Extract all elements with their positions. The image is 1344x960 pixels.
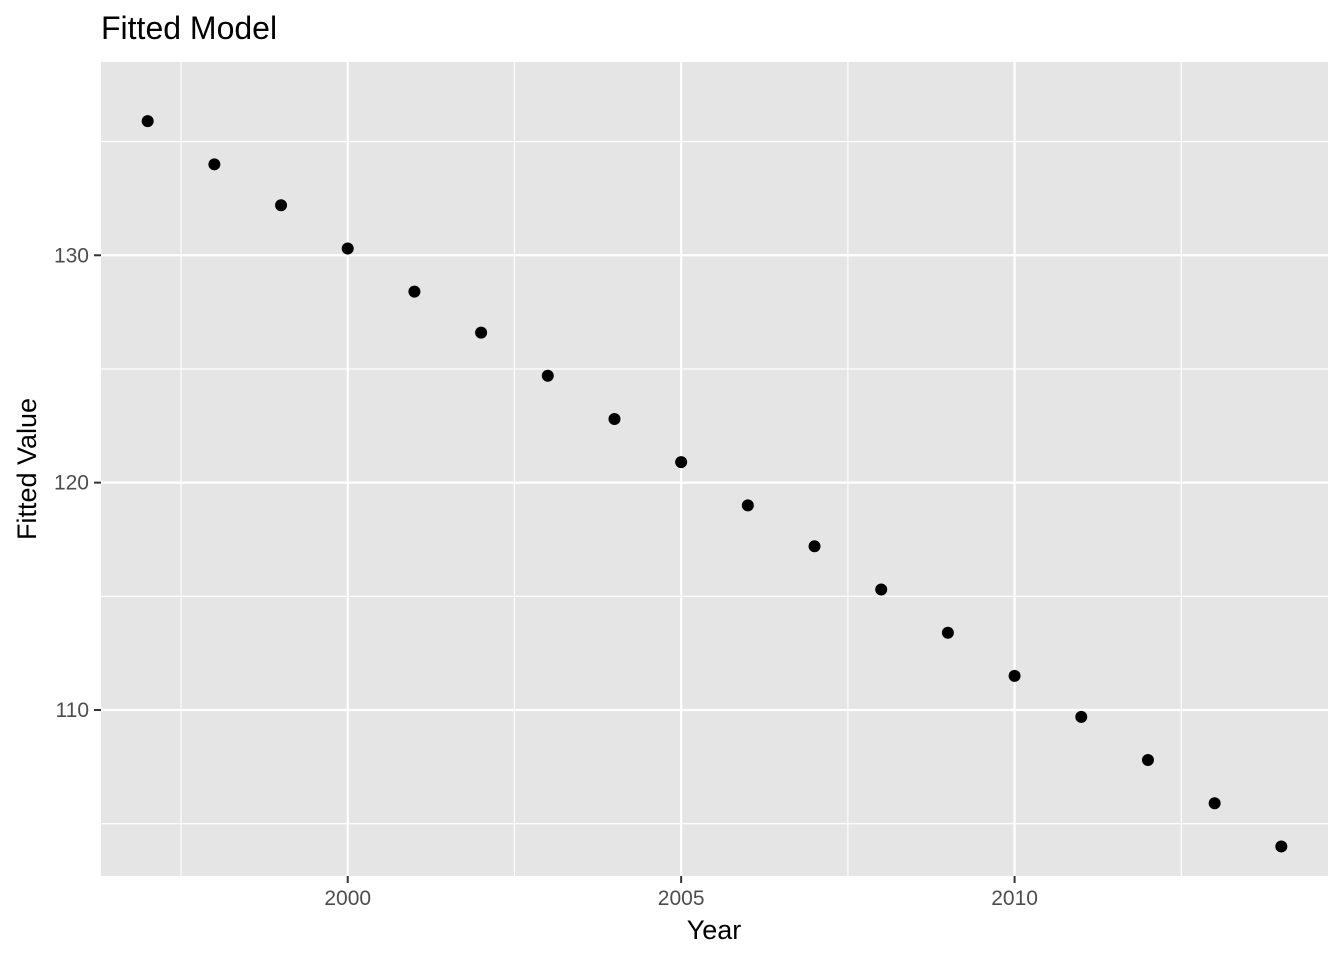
minor-gridlines	[101, 62, 1328, 876]
y-axis: 110 120 130	[54, 244, 101, 722]
data-point	[1075, 710, 1088, 723]
data-point	[675, 456, 688, 469]
chart-title: Fitted Model	[101, 10, 277, 46]
data-point	[1208, 797, 1221, 810]
data-point	[808, 540, 821, 553]
data-point	[275, 199, 288, 212]
data-point	[341, 242, 354, 255]
data-point	[875, 583, 888, 596]
data-point	[941, 626, 954, 639]
x-tick-label: 2010	[991, 887, 1038, 910]
x-axis: 2000 2005 2010	[324, 876, 1038, 910]
major-gridlines	[101, 62, 1328, 876]
data-point	[408, 285, 421, 298]
data-point	[1008, 669, 1021, 682]
data-point	[1275, 840, 1288, 853]
plot-panel	[101, 62, 1328, 876]
data-point	[141, 115, 154, 128]
data-point	[475, 326, 488, 339]
y-axis-title: Fitted Value	[12, 398, 42, 540]
data-point	[208, 158, 221, 171]
y-tick-label: 110	[56, 699, 89, 722]
data-points	[141, 115, 1288, 853]
x-tick-label: 2000	[324, 887, 371, 910]
data-point	[541, 369, 554, 382]
data-point	[1141, 754, 1154, 767]
data-point	[608, 412, 621, 425]
data-point	[741, 499, 754, 512]
x-tick-label: 2005	[658, 887, 705, 910]
y-tick-label: 130	[54, 244, 89, 267]
x-axis-title: Year	[687, 915, 742, 945]
y-tick-label: 120	[54, 472, 89, 495]
